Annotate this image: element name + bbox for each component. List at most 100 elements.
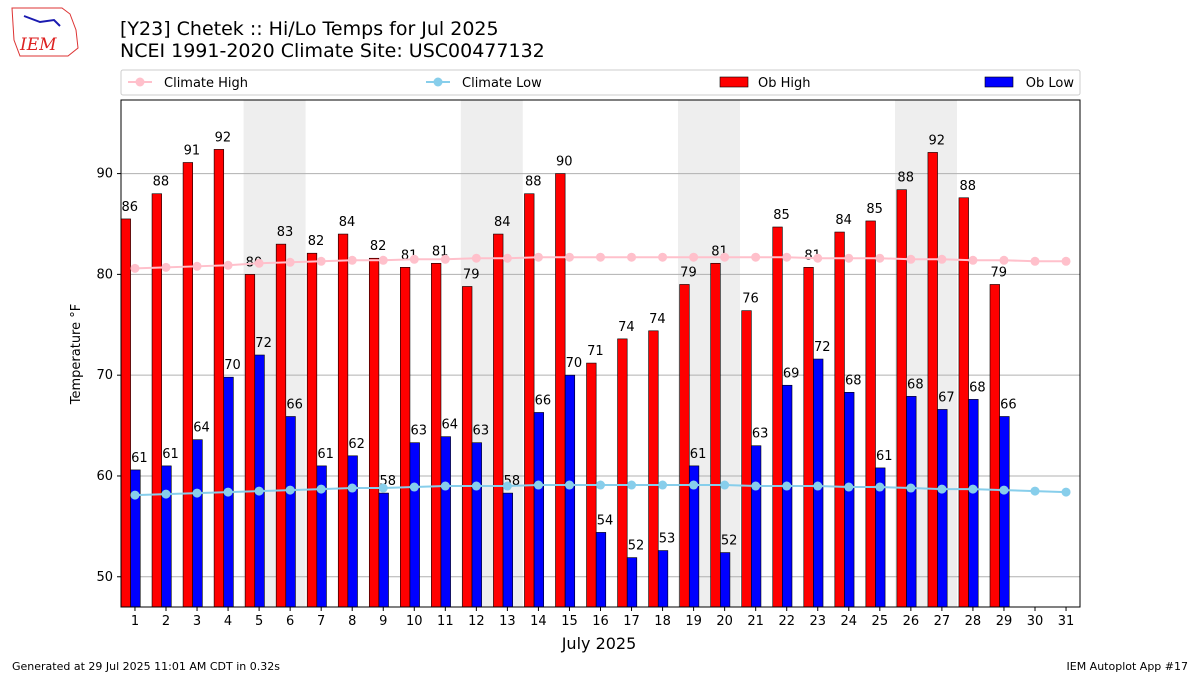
bar (564, 374, 576, 608)
data-label: 67 (938, 390, 955, 405)
bar (626, 557, 638, 608)
bar (595, 532, 607, 608)
data-label: 64 (442, 418, 459, 433)
bar (533, 412, 545, 608)
line-marker (596, 252, 605, 262)
x-tick-label: 6 (286, 614, 294, 629)
x-tick-label: 20 (716, 614, 733, 629)
data-label: 79 (680, 265, 697, 280)
x-tick-label: 4 (224, 614, 232, 629)
x-tick-label: 15 (561, 614, 578, 629)
line-marker (844, 253, 854, 263)
logo: IEM (11, 7, 79, 57)
line-marker (409, 482, 419, 492)
bar (440, 436, 451, 608)
bar (409, 442, 420, 608)
line-marker (161, 262, 171, 272)
x-tick-label: 30 (1027, 614, 1044, 629)
line-marker (130, 490, 140, 500)
data-label: 69 (783, 366, 800, 381)
line-marker (1030, 486, 1040, 496)
line-marker (627, 480, 637, 490)
line-marker (285, 485, 295, 495)
bar (400, 267, 411, 608)
bar (493, 233, 504, 608)
x-tick-label: 11 (437, 614, 454, 629)
line-marker (999, 255, 1009, 265)
logo-text: IEM (19, 35, 57, 55)
line-marker (502, 481, 512, 491)
footer-right: IEM Autoplot App #17 (1067, 660, 1189, 673)
bar (120, 218, 131, 608)
y-tick-label: 70 (96, 368, 113, 383)
bar (337, 233, 349, 608)
logo-outline (11, 7, 79, 57)
x-tick-label: 17 (623, 614, 640, 629)
data-label: 54 (597, 513, 614, 528)
bar (161, 465, 172, 608)
line-marker (937, 484, 947, 494)
bar (462, 286, 473, 608)
data-label: 72 (255, 336, 272, 351)
bar (213, 149, 225, 608)
data-label: 68 (907, 377, 924, 392)
bar (844, 392, 855, 608)
line-marker (751, 481, 761, 491)
data-label: 61 (131, 451, 148, 466)
x-tick-label: 5 (255, 614, 263, 629)
x-tick-label: 24 (841, 614, 858, 629)
bar (502, 492, 513, 608)
bar (306, 252, 318, 608)
bar (968, 399, 979, 608)
data-label: 85 (866, 202, 883, 217)
bar (782, 384, 793, 608)
data-label: 66 (1000, 397, 1017, 412)
x-tick-label: 7 (317, 614, 325, 629)
bar (275, 243, 287, 608)
data-label: 76 (742, 292, 759, 307)
line-marker (782, 481, 792, 491)
line-marker (1061, 487, 1071, 497)
line-marker (223, 260, 233, 270)
data-label: 84 (339, 215, 356, 230)
bar (347, 455, 358, 608)
legend-marker (433, 77, 443, 87)
data-label: 82 (370, 239, 387, 254)
bar (803, 267, 814, 608)
footer-left: Generated at 29 Jul 2025 11:01 AM CDT in… (12, 660, 280, 673)
line-marker (596, 480, 605, 490)
line-marker (844, 482, 854, 492)
line-marker (254, 486, 264, 496)
line-marker (813, 253, 823, 263)
bar (906, 396, 917, 608)
line-marker (906, 483, 916, 493)
bar (999, 416, 1010, 608)
data-label: 79 (991, 265, 1008, 280)
data-label: 52 (628, 539, 645, 554)
data-label: 52 (721, 534, 738, 549)
data-label: 82 (308, 234, 325, 249)
data-label: 86 (122, 200, 139, 215)
line-marker (440, 254, 450, 264)
data-label: 74 (618, 320, 635, 335)
line-marker (409, 254, 419, 264)
legend-box (120, 69, 1081, 96)
line-marker (378, 483, 388, 493)
data-label: 84 (494, 215, 511, 230)
bar (285, 416, 296, 608)
bar (657, 550, 669, 608)
data-label: 88 (153, 175, 170, 190)
line-marker (720, 252, 730, 262)
data-label: 88 (525, 175, 542, 190)
x-tick-label: 2 (162, 614, 170, 629)
bar (989, 284, 1000, 608)
line-marker (254, 258, 264, 268)
x-tick-label: 14 (530, 614, 547, 629)
data-label: 70 (566, 356, 583, 371)
data-label: 61 (690, 447, 707, 462)
line-marker (533, 252, 543, 262)
data-label: 61 (162, 447, 179, 462)
data-label: 83 (277, 225, 294, 240)
data-label: 85 (773, 208, 790, 223)
